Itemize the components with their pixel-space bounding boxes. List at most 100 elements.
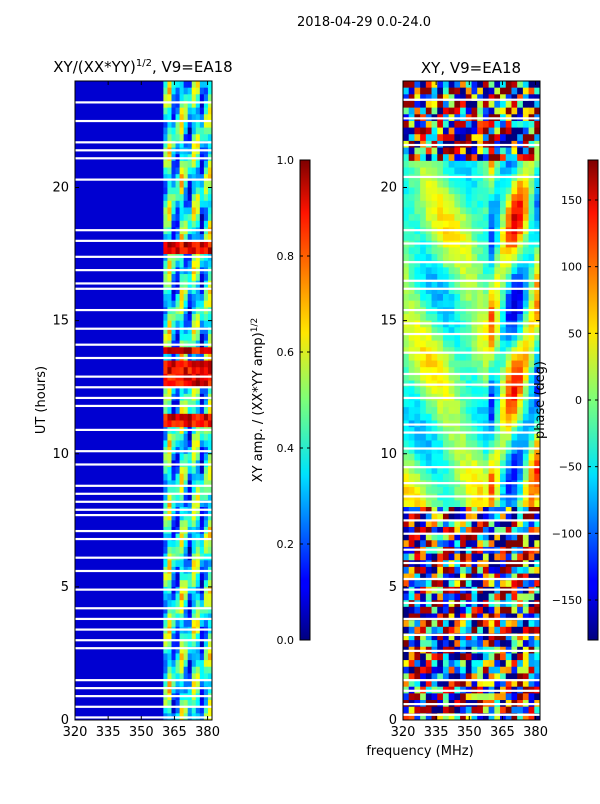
amplitude-cell (207, 640, 212, 648)
phase-cell (408, 147, 416, 155)
amplitude-colorbar-gradient (299, 159, 311, 641)
phase-cell (420, 433, 427, 442)
phase-cell (403, 247, 410, 255)
phase-cell (431, 134, 438, 142)
phase-cell (471, 640, 478, 648)
phase-cell (414, 593, 421, 601)
phase-cell (534, 200, 540, 209)
phase-cell (528, 327, 535, 335)
phase-cell (534, 220, 540, 229)
phase-cell (448, 367, 455, 375)
amplitude-cell (203, 287, 209, 295)
phase-cell (460, 274, 467, 282)
phase-cell (442, 580, 450, 588)
phase-cell (511, 660, 518, 668)
amplitude-cell (183, 140, 189, 149)
amplitude-flagged-row (75, 695, 212, 698)
phase-cell (494, 94, 501, 102)
amplitude-cell (195, 81, 201, 89)
phase-cell (471, 413, 478, 422)
phase-cell (488, 613, 495, 621)
phase-cell (408, 207, 416, 215)
phase-cell (528, 553, 535, 561)
phase-cell (482, 473, 490, 481)
amplitude-cell (171, 560, 177, 568)
phase-cell (448, 407, 455, 415)
phase-cell (522, 260, 530, 268)
phase-cell (528, 653, 535, 661)
phase-cell (454, 260, 461, 268)
amplitude-cell (175, 640, 181, 648)
phase-cell (403, 713, 410, 720)
phase-cell (534, 526, 540, 535)
amplitude-cell (163, 107, 169, 115)
phase-cell (505, 327, 513, 335)
phase-cell (511, 180, 518, 189)
amplitude-cell (175, 680, 181, 688)
amplitude-cell (199, 666, 205, 675)
phase-cell (482, 214, 490, 222)
phase-cell (482, 287, 490, 295)
phase-cell (414, 460, 421, 468)
phase-cell (500, 127, 507, 135)
amplitude-cell (163, 220, 169, 229)
phase-cell (442, 353, 450, 362)
phase-cell (465, 433, 473, 442)
phase-cell (505, 606, 513, 615)
phase-cell (494, 640, 501, 648)
phase-cell (471, 160, 478, 169)
phase-cell (477, 247, 484, 255)
phase-cell (528, 440, 535, 448)
phase-cell (482, 167, 490, 175)
phase-cell (448, 660, 455, 668)
phase-cell (488, 666, 495, 675)
phase-cell (460, 147, 467, 155)
phase-cell (460, 214, 467, 222)
phase-cell (442, 147, 450, 155)
phase-cell (482, 274, 490, 282)
amplitude-cell (207, 400, 212, 408)
phase-cell (448, 207, 455, 215)
amplitude-cell (203, 706, 209, 714)
phase-cell (505, 660, 513, 668)
phase-cell (534, 100, 540, 109)
phase-cell (494, 100, 501, 109)
phase-cell (414, 313, 421, 322)
amplitude-flagged-row (75, 705, 212, 708)
amplitude-cell (187, 493, 193, 501)
phase-cell (460, 81, 467, 89)
amplitude-cell (179, 620, 185, 628)
phase-cell (482, 127, 490, 135)
amplitude-cell (203, 600, 209, 608)
amplitude-cell (203, 327, 209, 335)
phase-cell (414, 413, 421, 422)
amplitude-xtick-label: 365 (162, 725, 187, 740)
phase-cell (477, 387, 484, 395)
amplitude-cell (199, 646, 205, 655)
phase-cell (505, 220, 513, 229)
phase-cell (403, 333, 410, 342)
amplitude-cell (195, 187, 201, 195)
amplitude-cell (207, 367, 212, 375)
phase-cell (477, 287, 484, 295)
phase-cell (477, 134, 484, 142)
phase-cell (471, 500, 478, 508)
phase-cell (471, 387, 478, 395)
phase-cell (471, 187, 478, 195)
phase-cell (420, 367, 427, 375)
amplitude-cell (187, 320, 193, 328)
amplitude-cell (203, 666, 209, 675)
amplitude-cell (163, 440, 169, 448)
phase-cell (482, 94, 490, 102)
amplitude-cell (183, 533, 189, 541)
amplitude-cell (207, 333, 212, 342)
phase-cell (500, 333, 507, 342)
amplitude-cell (179, 347, 185, 355)
amplitude-cell (171, 600, 177, 608)
amplitude-cell (207, 680, 212, 688)
phase-cell (431, 427, 438, 435)
phase-cell (437, 254, 444, 262)
amplitude-cell (175, 420, 181, 428)
phase-cell (454, 373, 461, 382)
amplitude-cell (203, 620, 209, 628)
